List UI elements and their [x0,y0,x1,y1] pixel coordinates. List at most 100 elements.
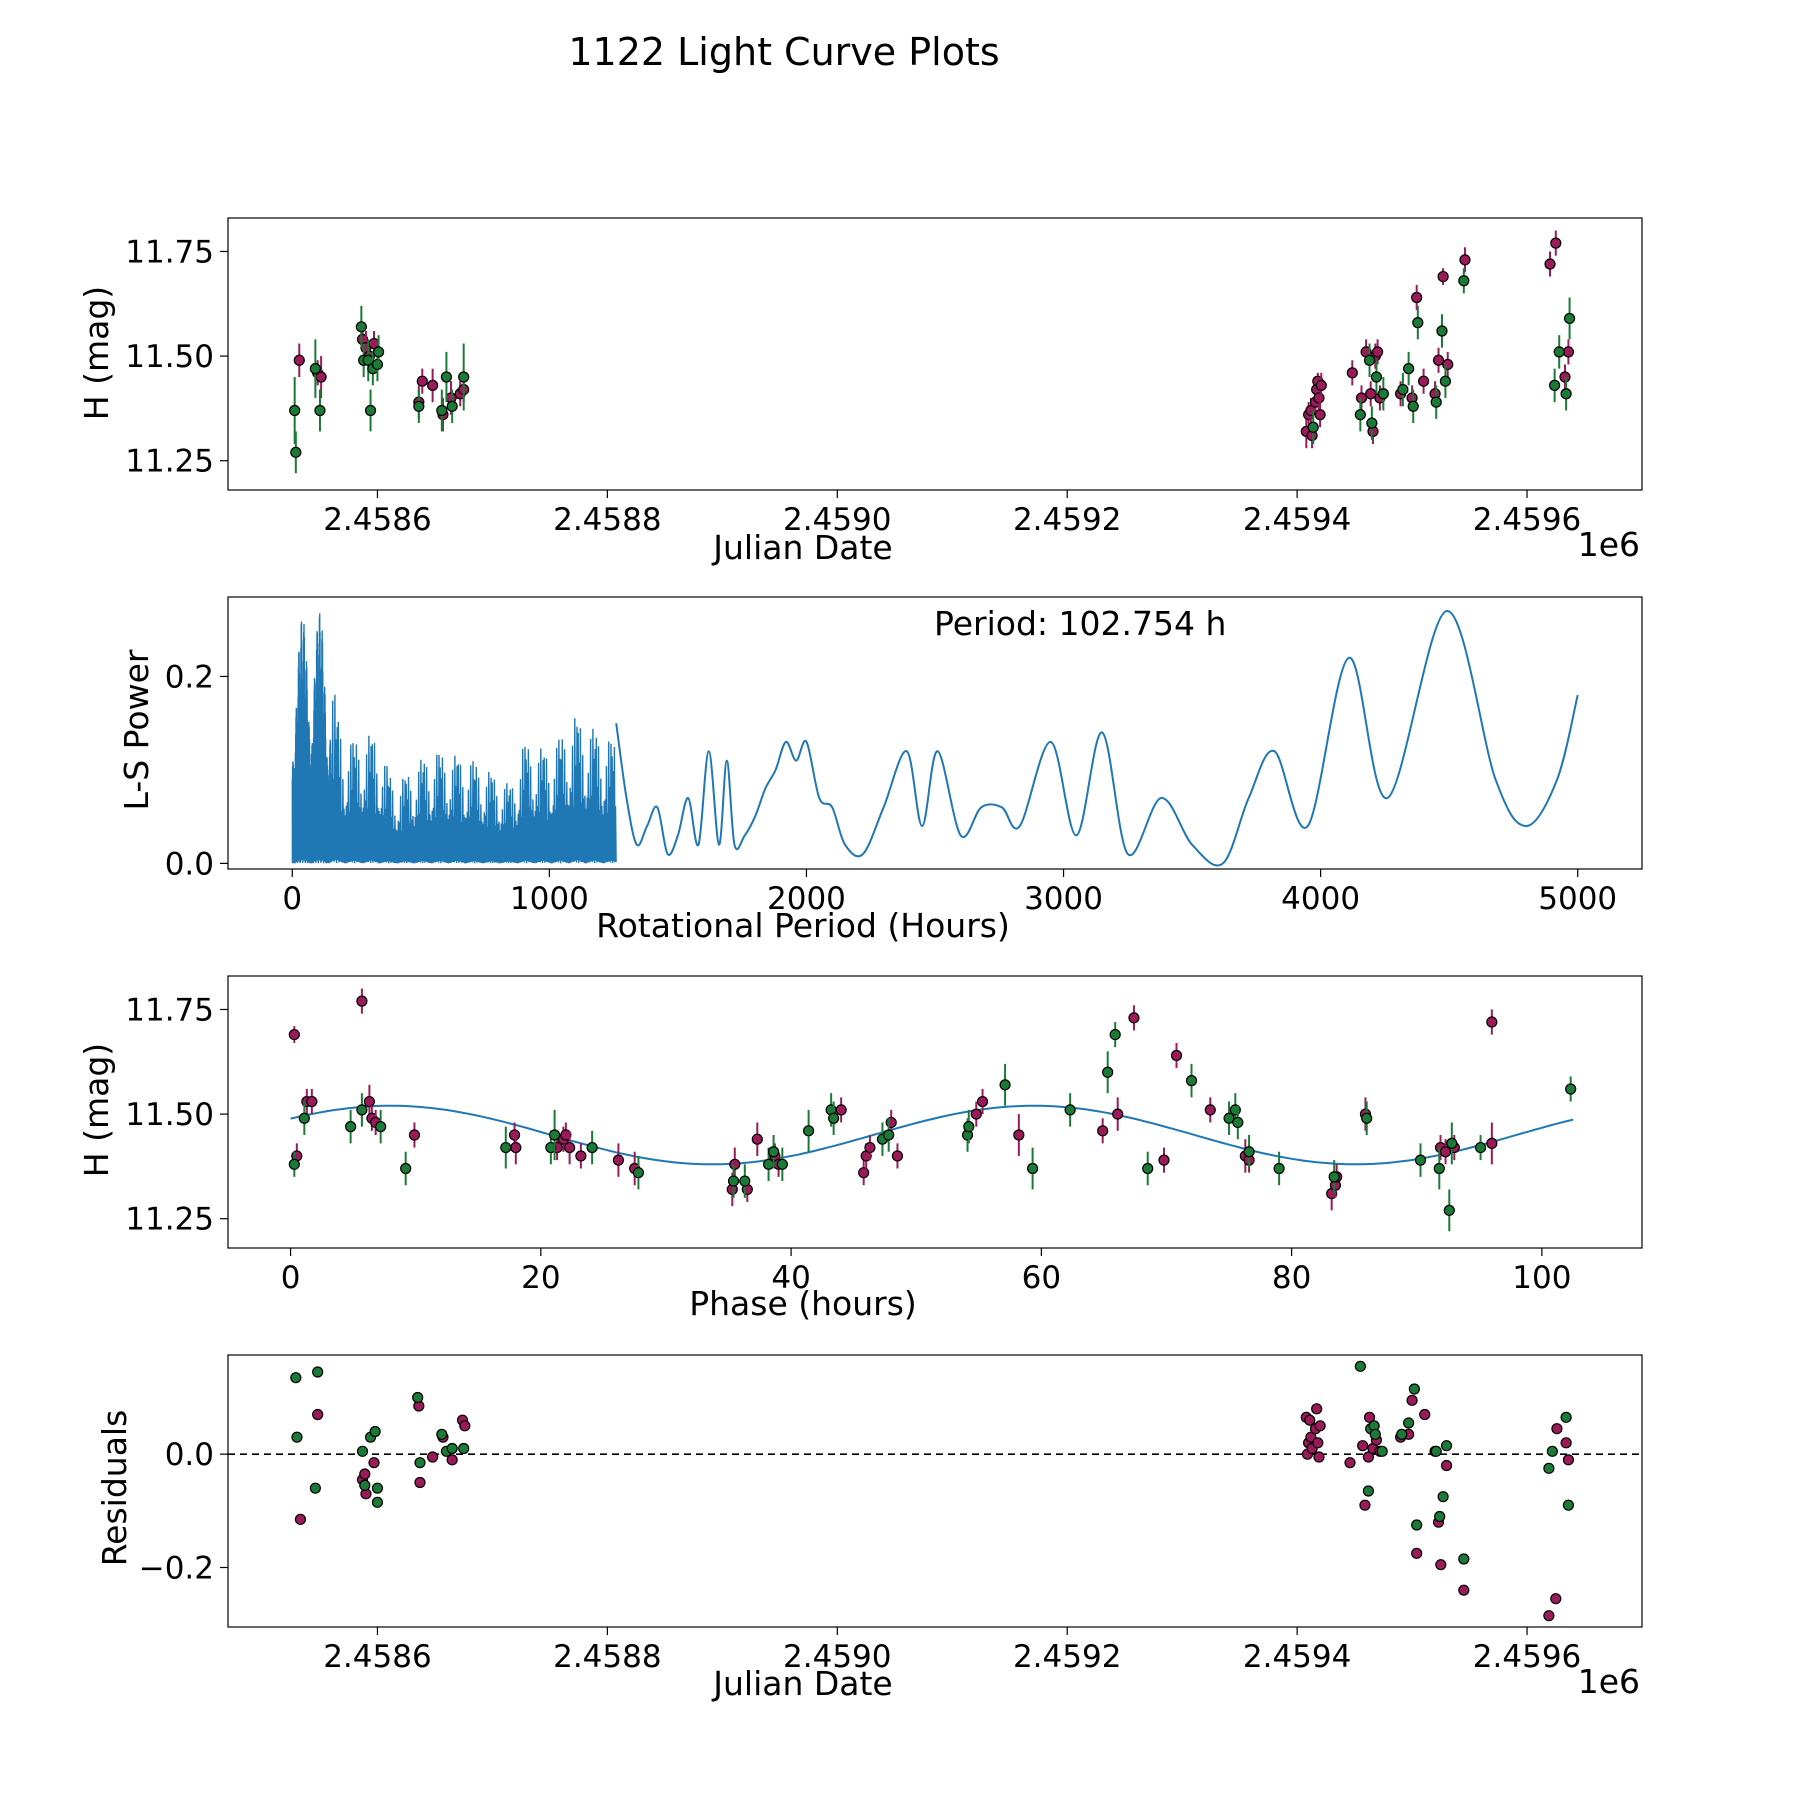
residuals-point [312,1366,324,1378]
periodogram-smooth-line [615,610,1579,867]
phase-fold-point [883,1129,895,1141]
residuals-point [458,1442,470,1455]
phase-fold-point [575,1150,587,1162]
phase-fold-xtick-label: 40 [771,1260,810,1296]
residuals-point [1560,1411,1572,1423]
residuals-point [414,1457,426,1469]
phase-fold-point [970,1108,982,1120]
residuals-point [1434,1510,1446,1523]
phase-fold-point [803,1125,815,1137]
residuals-point [1312,1437,1324,1449]
light-curve-point [1354,409,1366,421]
residuals-point [446,1442,458,1455]
residuals-point [1344,1457,1356,1469]
phase-fold-point [1109,1028,1121,1041]
phase-fold-point [1243,1146,1255,1158]
phase-fold-point [828,1112,840,1124]
residuals-point [356,1445,369,1457]
periodogram-xtick-label: 3000 [1024,881,1103,917]
residuals-point [459,1420,471,1432]
residuals-xtick-label: 2.4596 [1473,1639,1581,1675]
light-curve-point [1403,363,1415,375]
phase-fold-point [1204,1104,1216,1116]
residuals-offset-label: 1e6 [1578,1662,1640,1701]
phase-fold-point [1128,1012,1140,1024]
periodogram-ylabel: L-S Power [117,649,156,810]
phase-fold-point [1097,1125,1109,1137]
periodogram-xtick-label: 4000 [1281,881,1360,917]
phase-fold-point [508,1129,521,1141]
phase-fold-point [762,1158,775,1170]
residuals-point [1551,1423,1563,1435]
light-curve-point [1371,346,1384,358]
light-curve-point [1397,383,1409,396]
phase-fold-point [1112,1108,1124,1120]
residuals-point [369,1425,381,1438]
residuals-point [1458,1553,1470,1565]
light-curve-point [413,400,425,412]
phase-fold-ytick-label: 11.25 [125,1202,214,1238]
residuals-point [1357,1440,1369,1452]
light-curve-axes-frame [227,217,1643,491]
light-curve-point [446,400,458,412]
residuals-point [1403,1417,1415,1429]
light-curve-point [355,321,367,333]
phase-fold-point [891,1150,904,1162]
residuals-point [359,1468,371,1480]
periodogram-xtick-label: 1000 [510,881,589,917]
phase-fold-point [767,1146,780,1158]
residuals-point [1546,1445,1558,1457]
residuals-point [312,1408,324,1421]
residuals-point [1437,1491,1449,1503]
light-curve-point [1430,396,1442,408]
residuals-point [1362,1485,1374,1497]
residuals-point [1550,1593,1562,1605]
light-curve-xtick-label: 2.4596 [1473,502,1581,538]
light-curve-point [1553,346,1565,358]
phase-fold-point [1223,1112,1235,1124]
phase-fold-point [363,1095,375,1108]
phase-fold-plot-area [288,988,1577,1232]
residuals-point [1458,1584,1470,1596]
phase-fold-ylabel: H (mag) [77,1043,116,1177]
light-curve-point [1560,388,1572,400]
phase-fold-point [1474,1141,1487,1154]
residuals-xtick-label: 2.4590 [783,1639,891,1675]
residuals-point [359,1479,371,1491]
light-curve-xtick-label: 2.4590 [783,502,891,538]
light-curve-offset-label: 1e6 [1578,525,1640,564]
periodogram-ytick-label: 0.0 [165,846,214,882]
phase-fold-point [776,1158,788,1170]
residuals-point [1419,1408,1431,1421]
phase-fold-xtick-label: 60 [1022,1260,1061,1296]
phase-fold-point [1439,1146,1452,1158]
light-curve-point [1442,358,1454,371]
phase-fold-panel: Phase (hours) H (mag) 0 20 40 60 80 100 11.25 1… [77,975,1643,1323]
periodogram-panel: Rotational Period (Hours) L-S Power Peri… [117,596,1643,945]
phase-fold-point [1486,1016,1498,1028]
light-curve-xlabel: Julian Date [711,528,893,567]
light-curve-point [1377,388,1389,400]
residuals-point [1354,1360,1366,1372]
periodogram-dense-line [291,613,617,864]
phase-fold-point [510,1141,522,1154]
light-curve-point [1562,346,1575,358]
residuals-point [291,1431,303,1443]
phase-fold-point [1486,1137,1498,1149]
sinusoid-fit-line [290,1104,1574,1166]
light-curve-point [1346,367,1358,379]
periodogram-ytick-label: 0.2 [165,659,214,695]
phase-fold-xtick-label: 80 [1272,1260,1311,1296]
residuals-point [436,1428,448,1440]
phase-fold-point [306,1095,318,1108]
phase-fold-point [298,1112,310,1124]
phase-fold-point [545,1141,557,1154]
phase-fold-point [1142,1162,1154,1175]
residuals-point [1543,1610,1555,1622]
light-curve-point [1411,291,1423,304]
phase-fold-point [375,1121,387,1133]
phase-fold-point [739,1175,751,1187]
phase-fold-point [288,1158,300,1170]
residuals-xtick-label: 2.4594 [1243,1639,1351,1675]
